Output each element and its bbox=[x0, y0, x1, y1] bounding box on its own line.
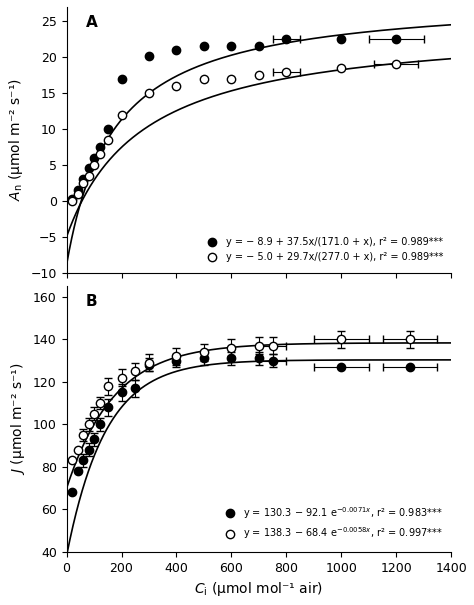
Legend: y = − 8.9 + 37.5x/(171.0 + x), r² = 0.989***, y = − 5.0 + 29.7x/(277.0 + x), r² : y = − 8.9 + 37.5x/(171.0 + x), r² = 0.98… bbox=[200, 234, 447, 265]
X-axis label: $C_{\mathrm{i}}$ (μmol mol⁻¹ air): $C_{\mathrm{i}}$ (μmol mol⁻¹ air) bbox=[194, 580, 323, 598]
Text: B: B bbox=[86, 294, 98, 309]
Legend: y = 130.3 − 92.1 e$^{-0.0071x}$, r² = 0.983***, y = 138.3 − 68.4 e$^{-0.0058x}$,: y = 130.3 − 92.1 e$^{-0.0071x}$, r² = 0.… bbox=[217, 502, 447, 544]
Text: A: A bbox=[86, 15, 98, 30]
Y-axis label: $A_{\mathrm{n}}$ (μmol m⁻² s⁻¹): $A_{\mathrm{n}}$ (μmol m⁻² s⁻¹) bbox=[7, 79, 25, 201]
Y-axis label: $J$ (μmol m⁻² s⁻¹): $J$ (μmol m⁻² s⁻¹) bbox=[9, 363, 27, 475]
